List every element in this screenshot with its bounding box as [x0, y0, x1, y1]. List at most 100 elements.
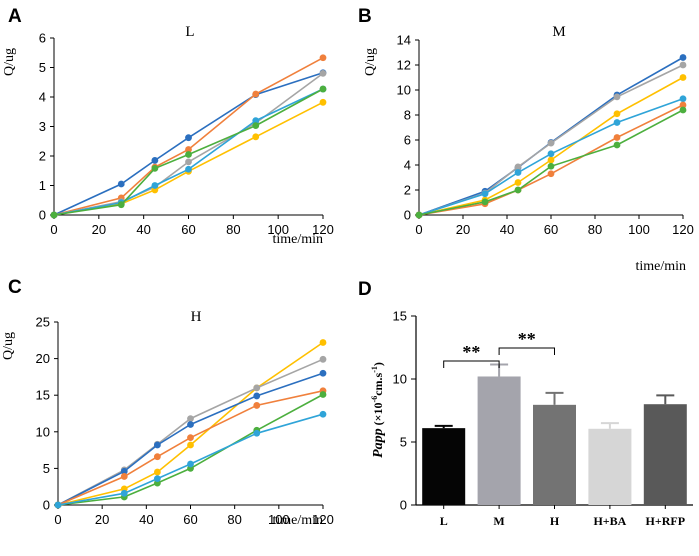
y-tick-label: 3: [39, 119, 46, 134]
data-point-s1: [319, 339, 327, 346]
data-point-s4: [187, 434, 194, 442]
data-point-s1: [679, 54, 687, 61]
data-point-s5: [679, 101, 687, 109]
series-line-s4: [57, 390, 324, 506]
bar-h: [533, 404, 576, 505]
data-point-s2: [187, 415, 194, 423]
y-axis-label-part: -1: [370, 366, 379, 373]
data-point-s3: [613, 110, 621, 118]
bar-h-ba: [588, 428, 632, 505]
x-tick-label: 120: [672, 222, 694, 237]
data-point-s3: [319, 369, 327, 377]
chart-panel-b: B M 0 2 4 6 8 10 12 14 0 20 40 60 80 100 120 Q/ug time/min: [358, 6, 694, 274]
y-tick-label: 6: [404, 133, 411, 148]
y-tick-label: 20: [36, 351, 50, 366]
data-point-s4: [153, 453, 161, 461]
y-tick-label: 5: [400, 435, 407, 450]
data-point-s5: [252, 117, 260, 124]
data-point-s5: [547, 170, 555, 178]
x-tick-label: H+RFP: [646, 514, 686, 528]
y-tick-label: 6: [39, 31, 46, 46]
data-point-s6: [319, 410, 327, 418]
series-line-s2: [53, 57, 324, 216]
series-line-s1: [418, 56, 684, 216]
y-tick-label: 0: [400, 498, 407, 513]
y-tick-label: 0: [39, 208, 46, 223]
chart-panel-d: D 0 5 10 15 Papp (×10-6cm.s-1) L M H H+BA H+RFP ** *…: [358, 279, 693, 528]
data-point-s6: [415, 211, 423, 219]
y-tick-label: 4: [404, 158, 411, 173]
x-tick-label: 100: [267, 222, 289, 237]
data-point-s3: [187, 421, 194, 428]
data-point-s6: [253, 429, 261, 437]
series-line-s6: [418, 109, 684, 216]
x-axis-label: time/min: [272, 513, 323, 528]
data-point-s3: [319, 70, 327, 77]
data-point-s3: [153, 441, 161, 449]
data-point-s6: [319, 85, 327, 93]
data-point-s6: [252, 122, 260, 130]
x-tick-label: 40: [139, 512, 153, 527]
y-tick-label: 5: [39, 60, 46, 75]
y-tick-label: 0: [404, 208, 411, 223]
chart-panel-c: C H 0 5 10 15 20 25 0 20 40 60 80 100 120 Q/ug time/min: [1, 277, 334, 528]
significance-bracket: [498, 347, 555, 355]
data-point-s2: [185, 146, 192, 153]
chart-title: M: [552, 24, 565, 40]
x-axis-label: time/min: [272, 232, 323, 247]
bar-h-rfp: [643, 404, 687, 505]
y-tick-label: 0: [43, 498, 50, 513]
significance-bracket: [443, 360, 500, 368]
x-tick-label: 0: [54, 512, 61, 527]
series-line-s3: [418, 76, 684, 216]
y-tick-label: 10: [393, 372, 407, 387]
panel-letter: B: [358, 6, 372, 27]
x-tick-label: H: [550, 514, 560, 528]
x-tick-label: 60: [183, 512, 197, 527]
data-point-s2: [514, 163, 522, 171]
data-point-s6: [514, 186, 522, 194]
data-point-s6: [679, 106, 687, 114]
x-tick-label: 100: [268, 512, 290, 527]
data-point-s2: [252, 90, 260, 98]
series-line-s1: [57, 341, 324, 506]
data-point-s1: [117, 180, 125, 188]
panel-letter: A: [8, 6, 22, 27]
x-tick-label: 80: [588, 222, 602, 237]
x-tick-label: 40: [136, 222, 150, 237]
bar-m: [477, 376, 521, 505]
data-point-s4: [319, 98, 327, 106]
data-point-s6: [547, 162, 555, 170]
data-point-s3: [679, 74, 687, 81]
data-point-s1: [153, 468, 161, 476]
x-tick-label: 60: [181, 222, 195, 237]
x-tick-label: 0: [415, 222, 422, 237]
data-point-s3: [514, 179, 522, 186]
x-tick-label: L: [440, 514, 448, 528]
data-point-s2: [613, 93, 621, 101]
series-line-s6: [53, 88, 324, 216]
data-point-s6: [151, 164, 159, 172]
y-axis-label-part: (×10: [371, 402, 385, 428]
data-point-s4: [679, 95, 687, 103]
data-point-s4: [253, 402, 261, 409]
y-axis-label: Q/ug: [2, 48, 17, 76]
y-tick-label: 10: [36, 424, 50, 439]
data-point-s4: [514, 169, 522, 176]
data-point-s5: [319, 391, 327, 398]
data-point-s3: [185, 158, 192, 166]
y-axis-label-part: Papp: [371, 428, 386, 458]
y-tick-label: 2: [404, 183, 411, 198]
x-tick-label: M: [493, 514, 504, 528]
data-point-s1: [187, 441, 194, 449]
data-point-s6: [187, 460, 194, 468]
series-line-s5: [57, 393, 324, 506]
data-point-s3: [120, 467, 128, 475]
y-axis-label: Q/ug: [1, 332, 16, 360]
bar-l: [422, 428, 466, 505]
data-point-s6: [54, 501, 62, 509]
x-tick-label: 0: [50, 222, 57, 237]
data-point-s1: [151, 157, 159, 164]
x-tick-label: 20: [95, 512, 109, 527]
y-tick-label: 15: [36, 388, 50, 403]
